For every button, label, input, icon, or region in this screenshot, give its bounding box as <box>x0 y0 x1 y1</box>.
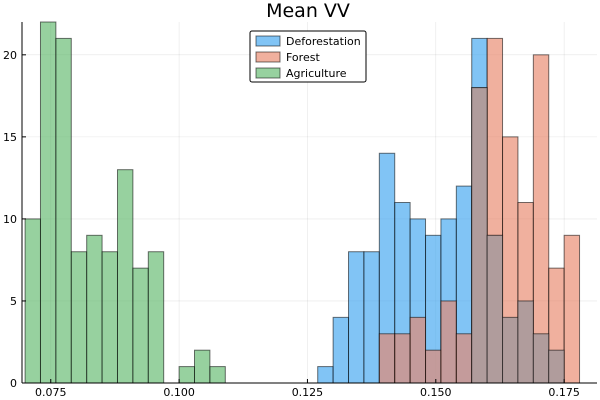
y-tick-label: 15 <box>3 131 17 144</box>
bar-overlap <box>532 333 550 384</box>
bar-forest <box>409 316 427 384</box>
bar-deforestation <box>332 316 350 384</box>
bar-overlap <box>548 349 565 384</box>
bar-overlap <box>502 316 519 384</box>
x-tick-label: 0.125 <box>292 386 324 399</box>
bar-agriculture <box>116 169 134 384</box>
bar-forest <box>394 333 411 384</box>
bar-agriculture <box>86 234 103 384</box>
legend-swatch-agriculture <box>255 67 281 79</box>
bar-agriculture <box>194 349 211 384</box>
bar-agriculture <box>101 251 118 384</box>
bar-agriculture <box>132 267 149 384</box>
bar-agriculture <box>55 37 72 384</box>
bar-overlap <box>471 87 488 384</box>
bar-forest <box>563 234 581 384</box>
bar-agriculture <box>209 366 226 384</box>
bar-agriculture <box>178 366 196 384</box>
bar-overlap <box>486 234 504 384</box>
bar-agriculture <box>24 218 41 384</box>
bar-agriculture <box>147 251 165 384</box>
y-tick-label: 5 <box>10 295 17 308</box>
y-tick-label: 10 <box>3 213 17 226</box>
y-tick-label: 0 <box>10 377 17 390</box>
bar-overlap <box>517 300 534 384</box>
x-tick-label: 0.150 <box>420 386 452 399</box>
axes-layer: 0.075 0.100 0.125 0.150 0.175 0 5 10 15 20 <box>3 22 597 399</box>
bar-deforestation <box>363 251 380 384</box>
x-tick-label: 0.075 <box>35 386 67 399</box>
legend-label-agriculture: Agriculture <box>286 67 347 80</box>
bars-layer <box>24 21 581 384</box>
bar-deforestation <box>317 366 334 384</box>
bar-agriculture <box>70 251 88 384</box>
bar-forest <box>440 300 457 384</box>
legend-swatch-deforestation <box>255 35 281 47</box>
legend-label-deforestation: Deforestation <box>286 35 361 48</box>
bar-forest <box>425 349 442 384</box>
x-tick-label: 0.100 <box>163 386 195 399</box>
legend: Deforestation Forest Agriculture <box>249 30 367 83</box>
bar-forest <box>378 333 396 384</box>
y-tick-label: 20 <box>3 49 17 62</box>
chart-title: Mean VV <box>266 0 350 22</box>
bar-deforestation <box>348 251 365 384</box>
legend-swatch-forest <box>255 51 281 63</box>
bar-forest <box>455 333 473 384</box>
x-tick-label: 0.175 <box>548 386 580 399</box>
bar-agriculture <box>39 21 57 384</box>
legend-label-forest: Forest <box>286 51 320 64</box>
